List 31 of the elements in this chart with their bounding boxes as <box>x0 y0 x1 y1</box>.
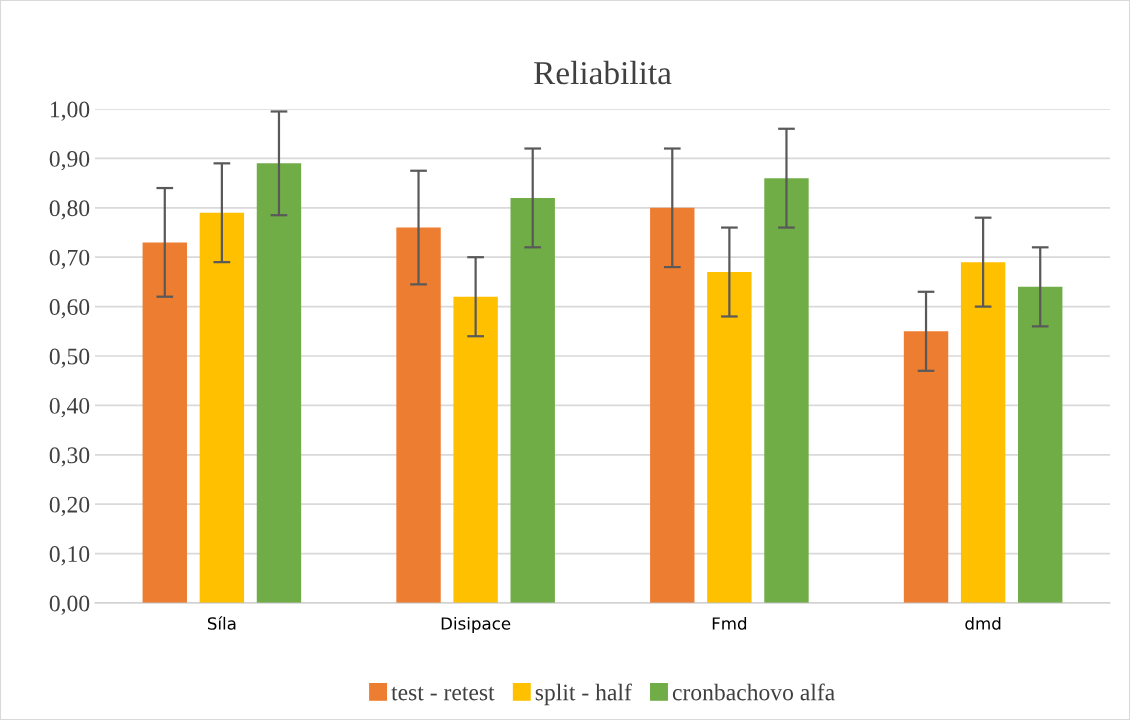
y-tick-label: 0,70 <box>49 249 90 270</box>
y-tick-label: 0,00 <box>49 595 90 615</box>
y-tick-label: 0,40 <box>49 397 90 418</box>
bar <box>396 227 441 603</box>
bar <box>199 212 245 603</box>
y-tick-label: 0,10 <box>49 546 90 566</box>
bar <box>1018 286 1063 603</box>
chart-title: Reliabilita <box>534 60 672 85</box>
y-tick-label: 1,00 <box>50 101 90 121</box>
y-tick-label: 0,20 <box>49 496 90 517</box>
x-tick-label: Disipace <box>441 616 511 634</box>
legend-label: split - half <box>535 683 632 706</box>
bar <box>142 242 187 603</box>
x-tick-label: Fmd <box>712 616 747 630</box>
bar <box>764 178 809 603</box>
bar <box>510 197 555 603</box>
bar <box>707 272 752 603</box>
x-tick-label: dmd <box>965 616 1001 630</box>
y-tick-label: 0,90 <box>49 150 90 171</box>
bar <box>960 262 1006 603</box>
legend-label: cronbachovo alfa <box>672 683 835 701</box>
x-tick-label: Síla <box>207 616 236 630</box>
legend-label: test - retest <box>391 686 495 701</box>
bar <box>256 163 302 603</box>
bar <box>453 296 498 603</box>
bar <box>903 331 949 603</box>
y-tick-label: 0,80 <box>49 200 90 220</box>
y-tick-label: 0,60 <box>49 299 90 319</box>
y-tick-label: 0,30 <box>49 447 90 467</box>
bar <box>650 207 695 603</box>
y-tick-label: 0,50 <box>49 348 90 368</box>
